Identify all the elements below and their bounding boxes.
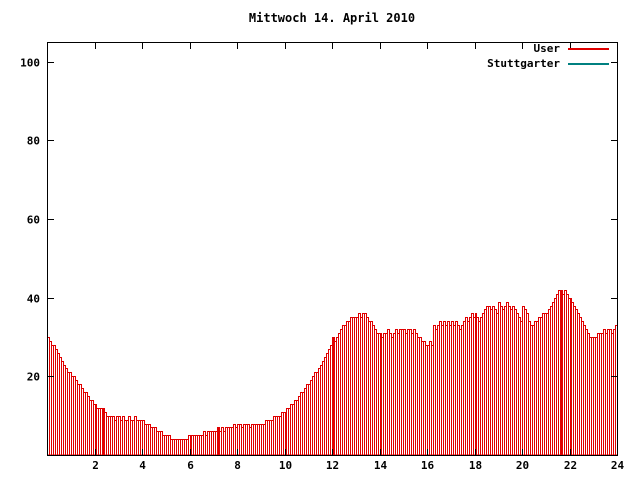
- legend: User Stuttgarter: [487, 41, 609, 71]
- x-tick-label: 22: [563, 459, 578, 472]
- legend-label-stuttgarter: Stuttgarter: [487, 57, 560, 70]
- y-tick-label: 20: [26, 370, 40, 383]
- x-tick-label: 14: [373, 459, 388, 472]
- x-tick-label: 2: [92, 459, 99, 472]
- x-tick-label: 4: [139, 459, 146, 472]
- x-tick-label: 6: [187, 459, 194, 472]
- axes: [47, 42, 618, 456]
- legend-label-user: User: [533, 42, 561, 55]
- legend-line-user: [568, 47, 609, 50]
- legend-item-stuttgarter: Stuttgarter: [487, 56, 609, 71]
- bars-user: [47, 290, 618, 456]
- chart-title: Mittwoch 14. April 2010: [248, 11, 416, 25]
- legend-line-stuttgarter: [568, 62, 609, 65]
- x-tick-label: 20: [515, 459, 530, 472]
- x-tick-label: 10: [278, 459, 293, 472]
- legend-item-user: User: [487, 41, 609, 56]
- y-tick-label: 80: [26, 134, 40, 147]
- x-tick-label: 12: [325, 459, 340, 472]
- x-tick-label: 24: [610, 459, 625, 472]
- y-tick-label: 60: [26, 213, 40, 226]
- x-tick-label: 18: [468, 459, 483, 472]
- x-tick-label: 16: [420, 459, 435, 472]
- y-tick-label: 100: [20, 56, 40, 69]
- x-tick-label: 8: [234, 459, 241, 472]
- y-tick-label: 40: [26, 292, 40, 305]
